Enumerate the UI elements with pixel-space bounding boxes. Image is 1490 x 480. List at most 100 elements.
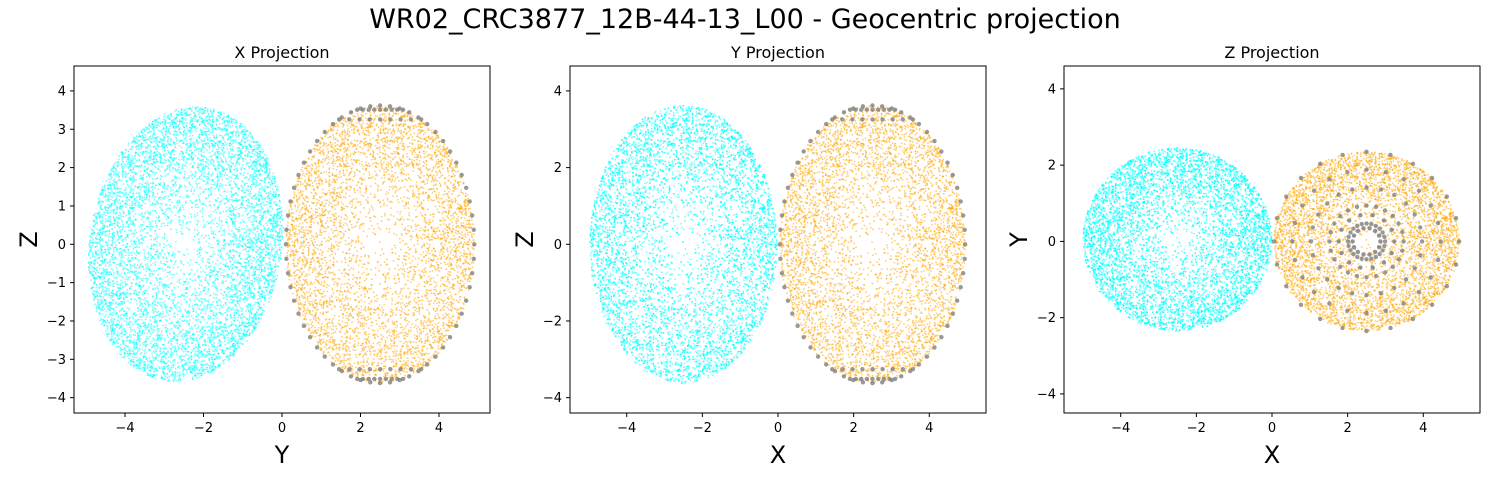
data-point xyxy=(227,215,230,218)
data-point xyxy=(178,144,181,147)
data-point xyxy=(242,307,244,310)
data-point xyxy=(245,310,247,312)
data-point xyxy=(190,188,193,191)
data-point xyxy=(96,212,98,215)
data-point xyxy=(196,106,199,109)
data-point xyxy=(176,168,179,171)
data-point xyxy=(275,278,277,281)
data-point xyxy=(143,236,146,239)
data-point xyxy=(170,299,173,302)
data-point xyxy=(205,188,207,191)
data-point xyxy=(120,335,123,338)
data-point xyxy=(231,230,233,233)
data-point xyxy=(275,256,277,258)
data-point xyxy=(207,173,209,175)
data-point xyxy=(133,180,136,182)
data-point xyxy=(267,227,270,230)
data-point xyxy=(203,319,206,321)
data-point xyxy=(179,206,182,209)
data-point xyxy=(151,186,153,189)
data-point xyxy=(249,216,252,219)
data-point xyxy=(147,337,149,340)
data-point xyxy=(90,264,93,267)
data-point xyxy=(115,339,118,342)
data-point xyxy=(104,214,107,217)
data-point xyxy=(192,134,194,137)
data-point xyxy=(89,234,92,237)
data-point xyxy=(101,259,103,262)
data-point xyxy=(269,230,272,233)
data-point xyxy=(207,214,210,217)
data-point xyxy=(200,360,203,363)
data-point xyxy=(118,158,120,161)
data-point xyxy=(196,110,199,113)
data-point xyxy=(239,124,242,127)
data-point xyxy=(109,260,112,263)
data-point xyxy=(225,195,228,198)
data-point xyxy=(243,262,246,264)
data-point xyxy=(237,338,240,341)
data-point xyxy=(159,196,162,199)
data-point xyxy=(144,165,146,168)
data-point xyxy=(242,158,245,160)
data-point xyxy=(222,210,225,213)
data-point xyxy=(167,340,170,343)
data-point xyxy=(244,145,247,148)
data-point xyxy=(183,158,185,161)
data-point xyxy=(174,180,177,183)
data-point xyxy=(112,341,115,344)
data-point xyxy=(107,265,110,267)
data-point xyxy=(146,245,149,248)
data-point xyxy=(126,233,128,236)
data-point xyxy=(220,252,223,255)
data-point xyxy=(242,180,245,183)
data-point xyxy=(174,214,177,217)
data-point xyxy=(155,297,158,300)
data-point xyxy=(213,306,216,308)
data-point xyxy=(148,198,151,200)
data-point xyxy=(229,348,231,351)
data-point xyxy=(134,321,136,324)
data-point xyxy=(131,315,134,318)
data-point xyxy=(173,303,176,306)
data-point xyxy=(201,301,203,304)
data-point xyxy=(150,257,153,260)
data-point xyxy=(99,236,102,239)
data-point xyxy=(162,124,164,127)
data-point xyxy=(270,199,273,202)
data-point xyxy=(163,263,166,266)
data-point xyxy=(240,310,243,313)
data-point xyxy=(152,357,155,359)
data-point xyxy=(235,312,238,314)
data-point xyxy=(155,339,157,342)
data-point xyxy=(219,182,222,185)
data-point xyxy=(276,274,279,277)
data-point xyxy=(228,144,231,147)
data-point xyxy=(270,253,273,256)
data-point xyxy=(257,253,260,256)
data-point xyxy=(141,138,144,141)
data-point xyxy=(239,199,241,201)
data-point xyxy=(210,306,213,308)
data-point xyxy=(141,238,144,240)
data-point xyxy=(154,351,157,354)
data-point xyxy=(262,250,264,252)
data-point xyxy=(203,225,206,228)
data-point xyxy=(196,223,199,226)
data-point xyxy=(170,327,173,330)
data-point xyxy=(89,247,91,249)
data-point xyxy=(174,338,177,341)
data-point xyxy=(160,366,163,368)
data-point xyxy=(111,233,114,236)
data-point xyxy=(193,112,196,114)
data-point xyxy=(224,343,227,346)
data-point xyxy=(112,320,115,323)
data-point xyxy=(260,229,263,231)
data-point xyxy=(247,250,250,253)
data-point xyxy=(144,297,147,300)
data-point xyxy=(154,287,157,290)
data-point xyxy=(172,300,175,303)
data-point xyxy=(237,252,240,254)
data-point xyxy=(141,293,144,295)
data-point xyxy=(122,286,124,289)
